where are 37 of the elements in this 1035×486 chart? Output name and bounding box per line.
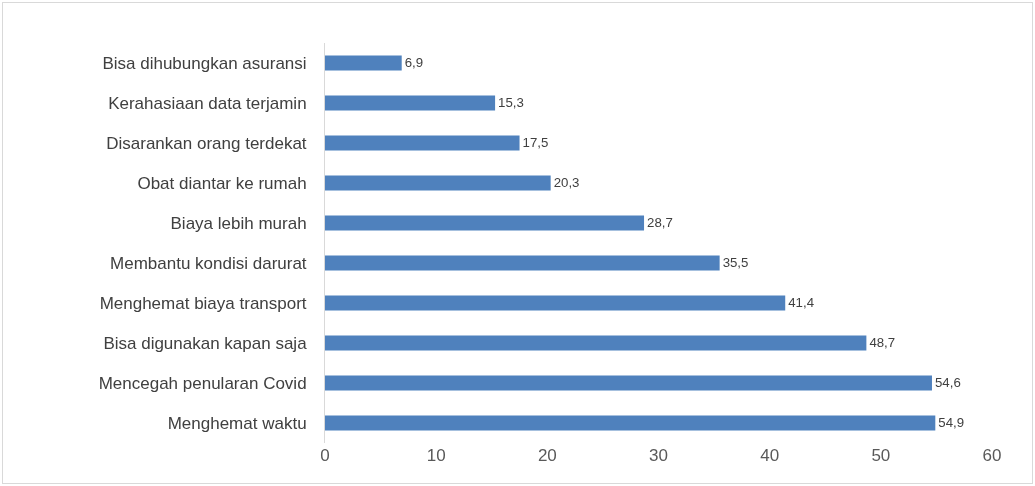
bar bbox=[325, 255, 720, 271]
x-tick-label: 10 bbox=[426, 446, 446, 465]
bar bbox=[325, 375, 932, 391]
bar bbox=[325, 335, 867, 351]
x-tick-label: 20 bbox=[537, 446, 557, 465]
data-label: 35,5 bbox=[722, 255, 749, 271]
y-tick-label: Bisa dihubungkan asuransi bbox=[102, 53, 307, 73]
y-tick-label: Menghemat waktu bbox=[167, 413, 307, 433]
data-label: 54,9 bbox=[938, 415, 965, 431]
data-label: 54,6 bbox=[934, 375, 961, 391]
data-label: 17,5 bbox=[522, 135, 549, 151]
bar bbox=[325, 175, 551, 191]
bar bbox=[325, 215, 645, 231]
data-label: 28,7 bbox=[647, 215, 673, 231]
x-tick-label: 40 bbox=[760, 446, 780, 465]
y-tick-label: Obat diantar ke rumah bbox=[137, 173, 307, 193]
data-label: 20,3 bbox=[553, 175, 580, 191]
y-tick-label: Biaya lebih murah bbox=[170, 213, 307, 233]
y-tick-label: Bisa digunakan kapan saja bbox=[103, 333, 308, 353]
x-tick-label: 30 bbox=[649, 446, 668, 465]
data-label: 6,9 bbox=[404, 55, 424, 71]
y-tick-label: Disarankan orang terdekat bbox=[106, 133, 307, 153]
bar bbox=[325, 135, 520, 151]
x-tick-label: 0 bbox=[320, 446, 330, 465]
y-tick-label: Kerahasiaan data terjamin bbox=[108, 93, 307, 113]
bar bbox=[325, 95, 496, 111]
data-label: 48,7 bbox=[869, 335, 896, 351]
data-label: 15,3 bbox=[498, 95, 524, 111]
x-tick-label: 50 bbox=[871, 446, 891, 465]
y-tick-label: Mencegah penularan Covid bbox=[98, 373, 307, 393]
y-tick-label: Menghemat biaya transport bbox=[99, 293, 307, 313]
bar bbox=[325, 295, 786, 311]
x-tick-label: 60 bbox=[982, 446, 1002, 465]
bar bbox=[325, 415, 936, 431]
data-label: 41,4 bbox=[788, 295, 814, 311]
bar bbox=[325, 55, 402, 71]
y-tick-label: Membantu kondisi darurat bbox=[110, 253, 307, 273]
